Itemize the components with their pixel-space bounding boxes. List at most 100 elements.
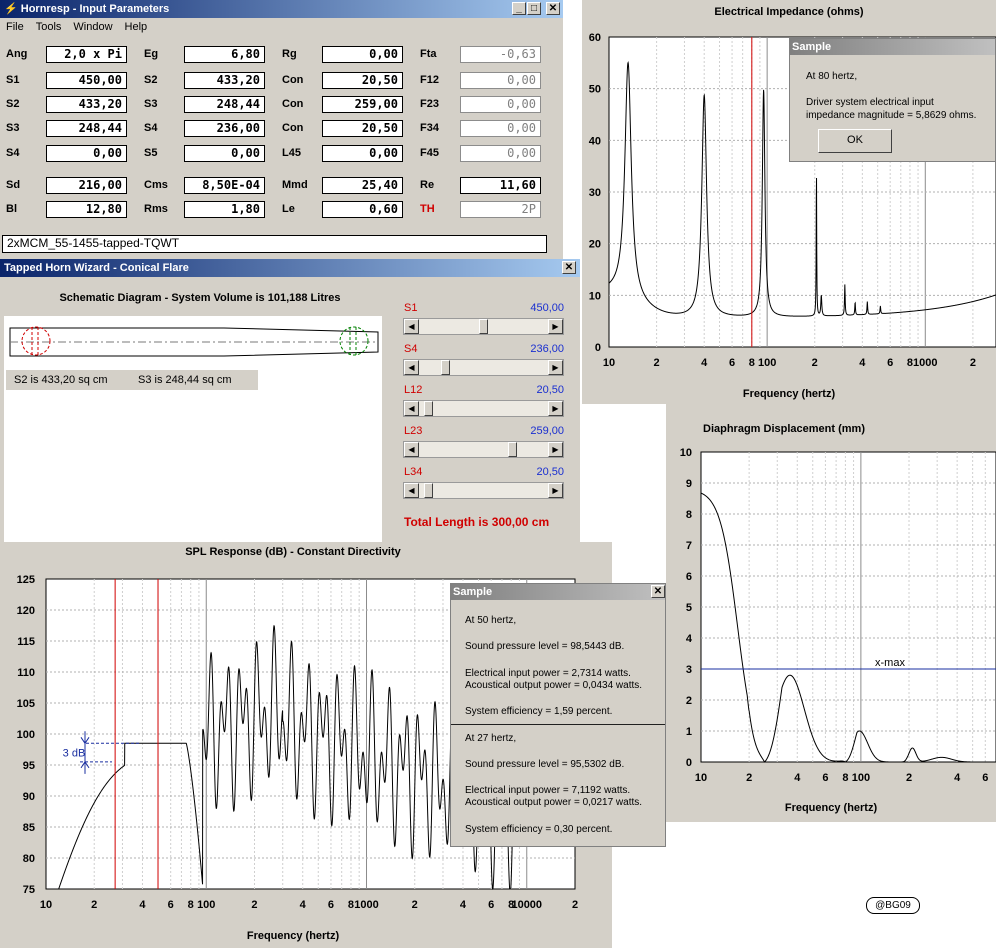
scroll-left-arrow-icon[interactable]: ◀ — [404, 442, 419, 457]
param-label-f45: F45 — [420, 147, 439, 159]
slider-value-l23: 259,00 — [530, 425, 564, 437]
param-field-s2[interactable]: 433,20 — [184, 72, 265, 89]
scroll-left-arrow-icon[interactable]: ◀ — [404, 319, 419, 334]
spl-y-tick: 110 — [17, 667, 35, 679]
slider-s4[interactable]: ◀ ▶ — [403, 359, 564, 376]
impedance-y-tick: 20 — [589, 239, 601, 251]
param-field-s2[interactable]: 433,20 — [46, 96, 127, 113]
wizard-window: Tapped Horn Wizard - Conical Flare ✕ Sch… — [0, 259, 580, 542]
minimize-button[interactable]: _ — [512, 2, 526, 15]
scroll-left-arrow-icon[interactable]: ◀ — [404, 360, 419, 375]
scroll-right-arrow-icon[interactable]: ▶ — [548, 319, 563, 334]
displacement-x-tick: 2 — [746, 772, 752, 784]
menu-window[interactable]: Window — [73, 21, 113, 33]
param-field-con[interactable]: 259,00 — [322, 96, 403, 113]
input-titlebar[interactable]: ⚡ Hornresp - Input Parameters — [0, 0, 563, 18]
scroll-right-arrow-icon[interactable]: ▶ — [548, 360, 563, 375]
scroll-right-arrow-icon[interactable]: ▶ — [548, 483, 563, 498]
ok-button[interactable]: OK — [818, 129, 892, 153]
scroll-left-arrow-icon[interactable]: ◀ — [404, 483, 419, 498]
slider-label-s4: S4 — [404, 343, 418, 355]
param-field-rms[interactable]: 1,80 — [184, 201, 265, 218]
spl-sample-popup: Sample ✕ At 50 hertz, Sound pressure lev… — [450, 583, 666, 847]
displacement-x-tick: 4 — [954, 772, 961, 784]
spl-popup-titlebar[interactable]: Sample — [451, 584, 665, 600]
impedance-popup-titlebar[interactable]: Sample — [790, 39, 995, 55]
menu-help[interactable]: Help — [124, 21, 148, 33]
displacement-y-tick: 6 — [686, 571, 692, 583]
displacement-x-tick: 8 — [842, 772, 848, 784]
param-field-bl[interactable]: 12,80 — [46, 201, 127, 218]
scroll-left-arrow-icon[interactable]: ◀ — [404, 401, 419, 416]
param-field-f12[interactable]: 0,00 — [460, 72, 541, 89]
param-field-f23[interactable]: 0,00 — [460, 96, 541, 113]
spl-popup-close-button[interactable]: ✕ — [651, 585, 665, 598]
param-field-le[interactable]: 0,60 — [322, 201, 403, 218]
impedance-y-tick: 30 — [589, 187, 601, 199]
record-name-field[interactable]: 2xMCM_55-1455-tapped-TQWT — [2, 235, 547, 253]
slider-l12[interactable]: ◀ ▶ — [403, 400, 564, 417]
slider-thumb[interactable] — [423, 401, 433, 416]
param-field-f34[interactable]: 0,00 — [460, 120, 541, 137]
param-field-f45[interactable]: 0,00 — [460, 145, 541, 162]
param-field-sd[interactable]: 216,00 — [46, 177, 127, 194]
spl-x-tick: 8 — [508, 899, 514, 911]
slider-label-l34: L34 — [404, 466, 423, 478]
slider-thumb[interactable] — [423, 483, 433, 498]
displacement-y-tick: 1 — [686, 726, 692, 738]
param-field-re[interactable]: 11,60 — [460, 177, 541, 194]
menu-file[interactable]: File — [6, 21, 24, 33]
spl-x-tick: 1000 — [354, 899, 378, 911]
db-annotation: 3 dB — [63, 748, 86, 760]
impedance-x-tick: 6 — [887, 357, 893, 369]
popup-divider — [451, 724, 665, 725]
param-field-s4[interactable]: 236,00 — [184, 120, 265, 137]
param-field-cms[interactable]: 8,50E-04 — [184, 177, 265, 194]
param-field-mmd[interactable]: 25,40 — [322, 177, 403, 194]
scroll-right-arrow-icon[interactable]: ▶ — [548, 401, 563, 416]
param-field-l45[interactable]: 0,00 — [322, 145, 403, 162]
param-field-fta[interactable]: -0,63 — [460, 46, 541, 63]
slider-s1[interactable]: ◀ ▶ — [403, 318, 564, 335]
wizard-titlebar[interactable]: Tapped Horn Wizard - Conical Flare — [0, 259, 580, 277]
impedance-y-tick: 0 — [595, 342, 601, 354]
slider-thumb[interactable] — [507, 442, 517, 457]
spl-x-tick: 4 — [300, 899, 307, 911]
param-label-rms: Rms — [144, 203, 168, 215]
param-field-s3[interactable]: 248,44 — [184, 96, 265, 113]
schematic-title: Schematic Diagram - System Volume is 101… — [59, 292, 341, 304]
slider-l23[interactable]: ◀ ▶ — [403, 441, 564, 458]
displacement-curve — [700, 492, 996, 763]
param-field-s1[interactable]: 450,00 — [46, 72, 127, 89]
param-field-eg[interactable]: 6,80 — [184, 46, 265, 63]
param-field-th[interactable]: 2P — [460, 201, 541, 218]
spl-title: SPL Response (dB) - Constant Directivity — [185, 546, 401, 558]
spl-x-tick: 10000 — [511, 899, 542, 911]
slider-thumb[interactable] — [440, 360, 450, 375]
slider-label-l12: L12 — [404, 384, 423, 396]
wizard-close-button[interactable]: ✕ — [562, 261, 576, 274]
param-field-s5[interactable]: 0,00 — [184, 145, 265, 162]
maximize-button[interactable]: □ — [527, 2, 541, 15]
spl-popup-line: At 27 hertz, — [465, 733, 517, 744]
menu-tools[interactable]: Tools — [35, 21, 62, 33]
param-label-s4: S4 — [6, 147, 20, 159]
param-field-con[interactable]: 20,50 — [322, 120, 403, 137]
slider-l34[interactable]: ◀ ▶ — [403, 482, 564, 499]
slider-thumb[interactable] — [479, 319, 488, 334]
param-field-con[interactable]: 20,50 — [322, 72, 403, 89]
spl-x-tick: 2 — [412, 899, 418, 911]
param-field-rg[interactable]: 0,00 — [322, 46, 403, 63]
param-field-s3[interactable]: 248,44 — [46, 120, 127, 137]
param-field-s4[interactable]: 0,00 — [46, 145, 127, 162]
spl-y-tick: 120 — [17, 605, 35, 617]
displacement-x-tick: 4 — [794, 772, 801, 784]
param-field-ang[interactable]: 2,0 x Pi — [46, 46, 127, 63]
spl-x-tick: 100 — [197, 899, 215, 911]
slider-value-s1: 450,00 — [530, 302, 564, 314]
spl-popup-line: Electrical input power = 2,7314 watts. — [465, 668, 631, 679]
scroll-right-arrow-icon[interactable]: ▶ — [548, 442, 563, 457]
impedance-x-tick: 1000 — [913, 357, 937, 369]
close-button[interactable]: ✕ — [546, 2, 560, 15]
spl-popup-line: Sound pressure level = 95,5302 dB. — [465, 759, 625, 770]
